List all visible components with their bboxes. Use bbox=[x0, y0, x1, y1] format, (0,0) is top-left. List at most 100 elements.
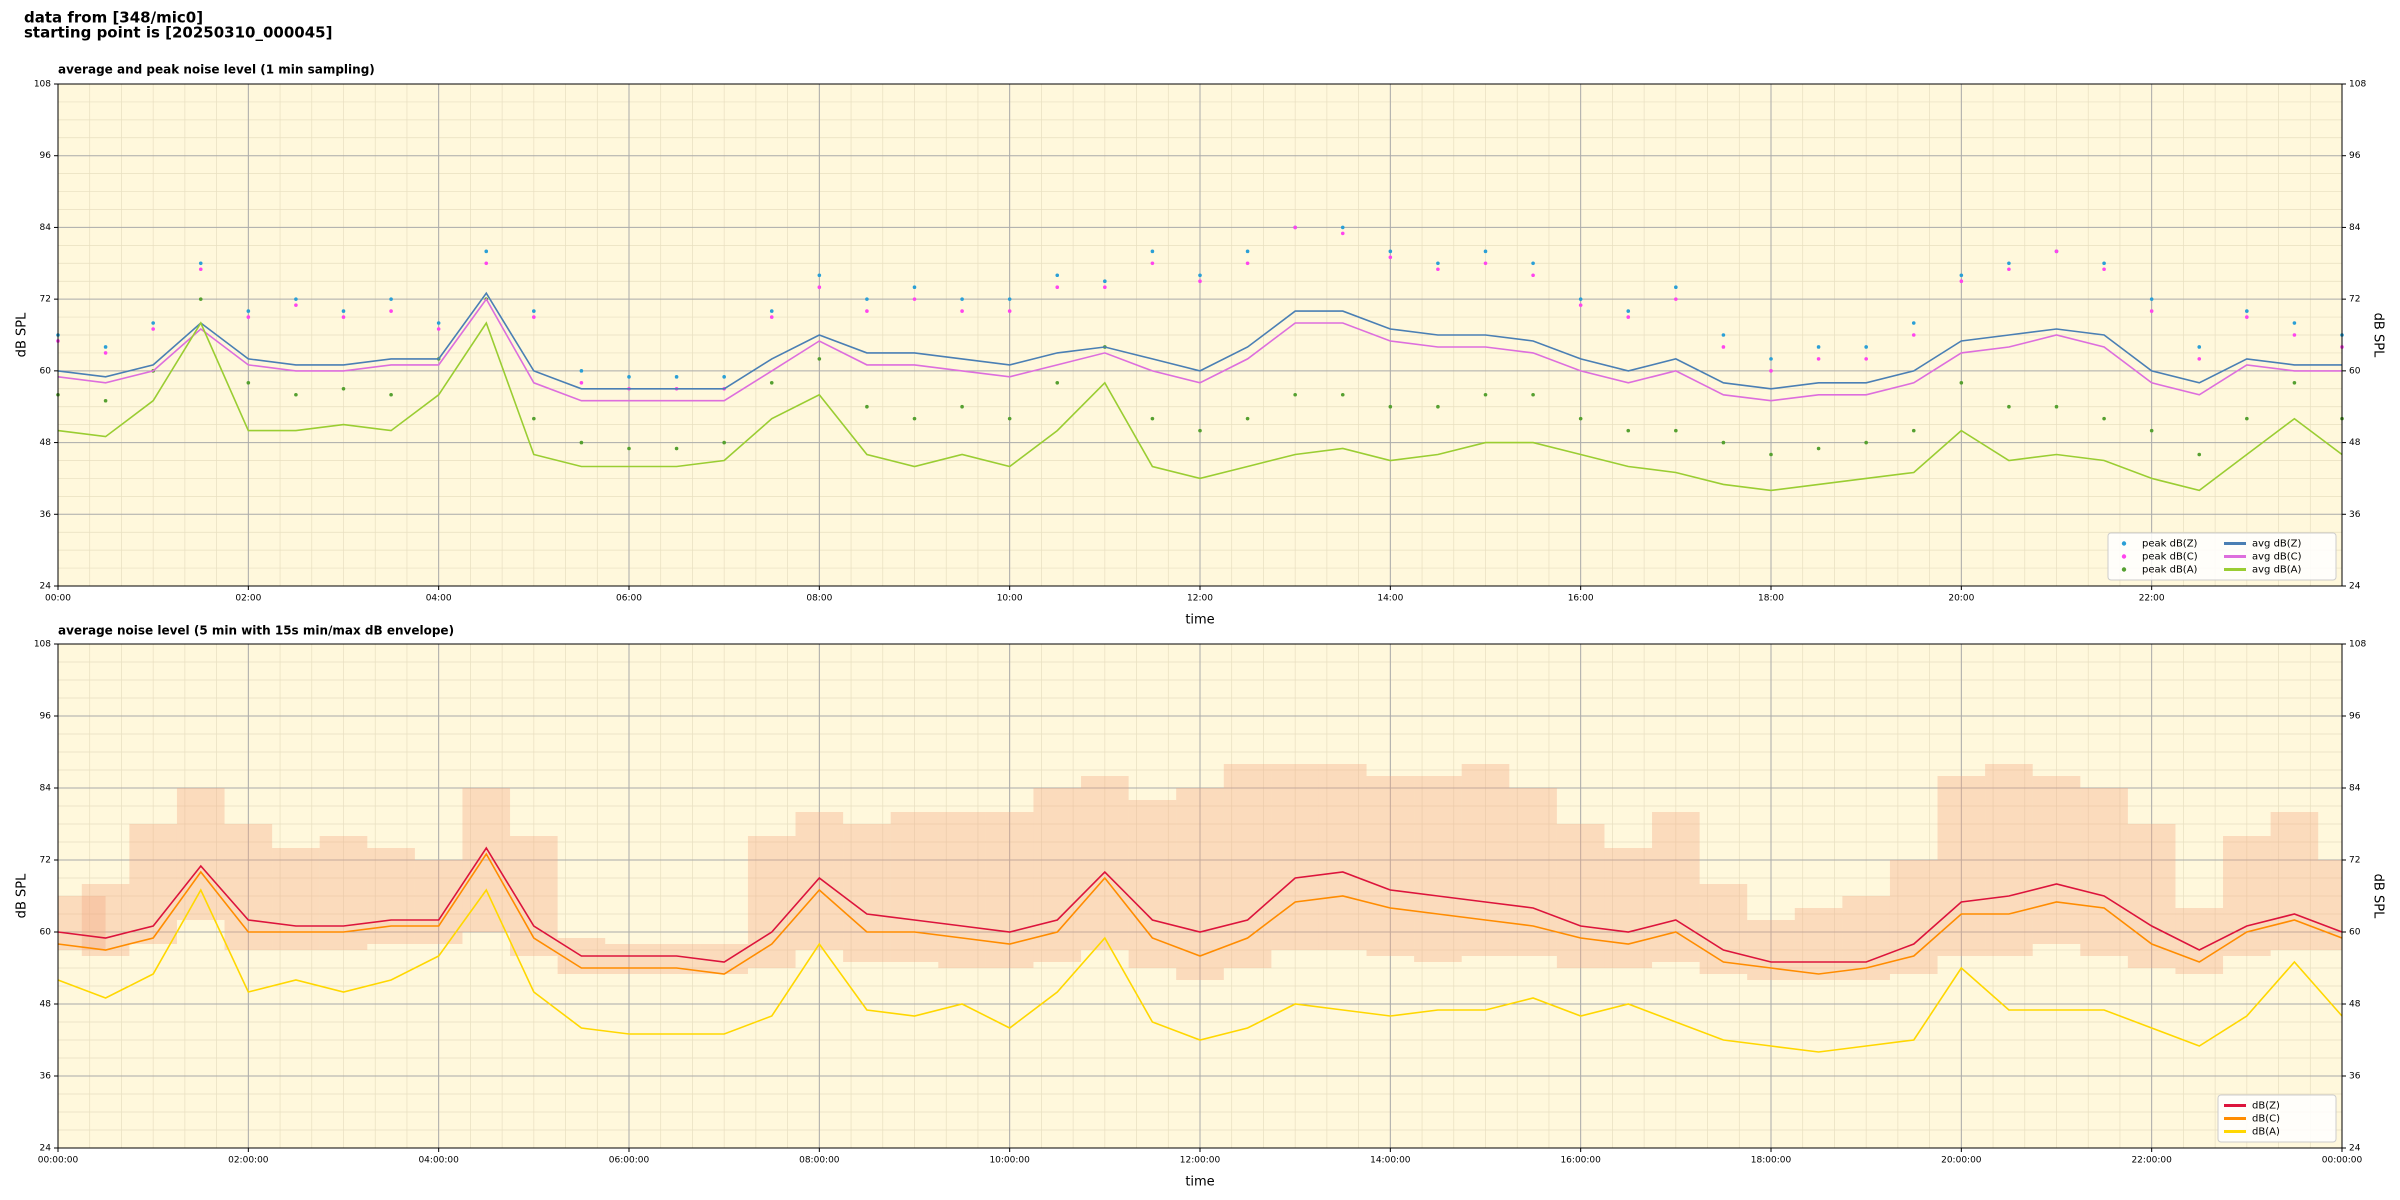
peak-point bbox=[1531, 261, 1535, 266]
peak-point bbox=[1150, 249, 1155, 254]
x-tick-label: 16:00 bbox=[1568, 594, 1594, 604]
peak-point bbox=[1483, 261, 1488, 266]
envelope-band bbox=[462, 788, 511, 932]
x-tick-label: 22:00 bbox=[2139, 594, 2165, 604]
peak-point bbox=[2245, 315, 2249, 319]
peak-point bbox=[1531, 273, 1535, 278]
envelope-band bbox=[652, 944, 701, 974]
y-tick-label: 48 bbox=[2349, 438, 2361, 448]
y-tick-label: 72 bbox=[2349, 295, 2360, 305]
peak-point bbox=[2054, 404, 2059, 409]
peak-point bbox=[484, 261, 489, 266]
peak-point bbox=[1911, 321, 1916, 325]
legend-label: dB(A) bbox=[2252, 1127, 2280, 1138]
y-tick-label: 96 bbox=[2349, 151, 2361, 161]
envelope-band bbox=[2127, 824, 2176, 968]
envelope-band bbox=[890, 812, 939, 962]
peak-point bbox=[198, 261, 203, 266]
peak-point bbox=[1769, 452, 1773, 457]
envelope-band bbox=[1081, 776, 1129, 950]
legend-label: dB(Z) bbox=[2252, 1101, 2280, 1112]
peak-point bbox=[1055, 285, 1060, 289]
series-line bbox=[57, 852, 2343, 975]
peak-point bbox=[627, 446, 631, 451]
envelope-band bbox=[2032, 776, 2081, 944]
peak-point bbox=[1626, 309, 1631, 313]
peak-point bbox=[2197, 452, 2202, 457]
series-line bbox=[57, 321, 2343, 492]
envelope-band bbox=[319, 836, 368, 950]
peak-point bbox=[1769, 357, 1773, 361]
envelope-band bbox=[1556, 824, 1605, 968]
y-tick-label: 84 bbox=[40, 784, 52, 794]
peak-point bbox=[2292, 381, 2297, 385]
peak-point bbox=[532, 416, 536, 421]
peak-point bbox=[1911, 333, 1916, 337]
peak-point bbox=[436, 327, 441, 331]
peak-point bbox=[1864, 345, 1868, 349]
envelope-band bbox=[272, 848, 320, 950]
peak-point bbox=[1864, 357, 1868, 361]
peak-point bbox=[2102, 416, 2106, 421]
peak-point bbox=[246, 315, 251, 319]
envelope-band bbox=[1509, 788, 1557, 956]
envelope-band bbox=[58, 896, 106, 950]
peak-point bbox=[1340, 225, 1345, 230]
peak-point bbox=[1483, 249, 1488, 254]
envelope-band bbox=[224, 824, 273, 950]
peak-point bbox=[532, 309, 536, 313]
peak-point bbox=[2149, 297, 2154, 301]
envelope-band bbox=[81, 884, 130, 956]
peak-point bbox=[1198, 279, 1202, 284]
series-line bbox=[57, 846, 2343, 963]
envelope-band bbox=[795, 812, 844, 950]
peak-point bbox=[294, 392, 298, 397]
envelope-band bbox=[2318, 860, 2342, 950]
x-tick-label: 10:00 bbox=[997, 594, 1023, 604]
peak-point bbox=[2102, 267, 2106, 272]
legend-box bbox=[2107, 532, 2337, 581]
x-tick-label: 00:00:00 bbox=[38, 1156, 79, 1166]
envelope-band bbox=[1366, 776, 1415, 956]
peak-point bbox=[912, 297, 917, 301]
peak-point bbox=[2197, 345, 2202, 349]
peak-point bbox=[1245, 261, 1250, 266]
peak-point bbox=[103, 351, 108, 355]
y-tick-label: 48 bbox=[2349, 1000, 2361, 1010]
y-tick-label: 96 bbox=[40, 712, 52, 722]
series-line bbox=[57, 297, 2342, 402]
x-tick-label: 04:00 bbox=[426, 594, 452, 604]
envelope-band bbox=[2175, 908, 2224, 974]
peak-point bbox=[246, 381, 251, 385]
y-tick-label: 84 bbox=[40, 223, 52, 233]
peak-point bbox=[769, 381, 774, 385]
envelope-band bbox=[367, 848, 415, 944]
peak-point bbox=[1007, 416, 1012, 421]
peak-point bbox=[1911, 428, 1916, 433]
peak-point bbox=[246, 309, 251, 313]
envelope-band bbox=[2223, 836, 2271, 956]
x-axis-label: time bbox=[1185, 1175, 1214, 1190]
y-tick-label: 72 bbox=[2349, 856, 2360, 866]
peak-point bbox=[579, 369, 584, 373]
peak-point bbox=[2149, 428, 2154, 433]
y-tick-label: 24 bbox=[2349, 1144, 2361, 1154]
y-tick-label: 24 bbox=[2349, 582, 2361, 592]
peak-point bbox=[579, 440, 584, 445]
legend-label: peak dB(A) bbox=[2142, 565, 2198, 576]
y-tick-label: 36 bbox=[2349, 510, 2361, 520]
legend-marker bbox=[2121, 541, 2127, 546]
peak-point bbox=[769, 315, 774, 319]
x-tick-label: 14:00:00 bbox=[1370, 1156, 1411, 1166]
legend-box bbox=[2217, 1094, 2337, 1143]
peak-point bbox=[1674, 285, 1678, 289]
peak-point bbox=[341, 386, 346, 391]
peak-point bbox=[2292, 321, 2297, 325]
envelope-band bbox=[1747, 920, 1795, 980]
x-tick-label: 00:00 bbox=[45, 594, 71, 604]
envelope-band bbox=[176, 788, 225, 920]
y-tick-label: 84 bbox=[2349, 223, 2361, 233]
peak-point bbox=[912, 416, 917, 421]
chart-title: average noise level (5 min with 15s min/… bbox=[58, 624, 454, 638]
